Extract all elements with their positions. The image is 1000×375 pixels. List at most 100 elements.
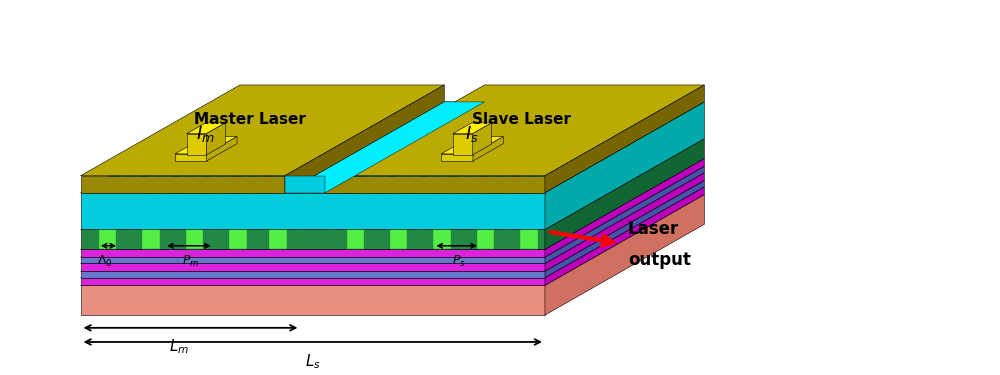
Polygon shape [284, 139, 451, 230]
Polygon shape [347, 230, 364, 249]
Polygon shape [81, 257, 545, 264]
Polygon shape [473, 123, 492, 155]
Polygon shape [472, 139, 640, 230]
Polygon shape [81, 278, 545, 285]
Polygon shape [240, 139, 408, 230]
Polygon shape [211, 139, 379, 230]
Polygon shape [359, 102, 528, 193]
Polygon shape [356, 139, 524, 230]
Polygon shape [468, 102, 636, 193]
Polygon shape [453, 134, 473, 155]
Polygon shape [81, 85, 444, 176]
Polygon shape [433, 216, 475, 229]
Polygon shape [142, 102, 311, 193]
Polygon shape [226, 139, 393, 230]
Text: $\Lambda_0$: $\Lambda_0$ [97, 254, 112, 269]
Polygon shape [390, 216, 432, 229]
Polygon shape [443, 139, 611, 230]
Polygon shape [220, 102, 389, 193]
Polygon shape [545, 102, 704, 230]
Polygon shape [390, 230, 407, 249]
Polygon shape [96, 102, 265, 193]
Polygon shape [371, 139, 538, 230]
Polygon shape [95, 139, 262, 230]
Polygon shape [189, 102, 358, 193]
Polygon shape [204, 102, 373, 193]
Polygon shape [530, 139, 698, 230]
Polygon shape [81, 159, 704, 249]
Polygon shape [400, 139, 567, 230]
Polygon shape [175, 136, 237, 154]
Polygon shape [266, 102, 435, 193]
Polygon shape [81, 230, 545, 249]
Polygon shape [452, 102, 621, 193]
Polygon shape [487, 139, 654, 230]
Polygon shape [175, 154, 207, 161]
Polygon shape [414, 139, 582, 230]
Polygon shape [81, 102, 249, 193]
Polygon shape [297, 102, 466, 193]
Polygon shape [344, 102, 512, 193]
Polygon shape [112, 102, 280, 193]
Polygon shape [81, 249, 545, 257]
Polygon shape [110, 139, 277, 230]
Text: Slave Laser: Slave Laser [472, 112, 571, 127]
Polygon shape [342, 139, 509, 230]
Polygon shape [182, 139, 350, 230]
Polygon shape [269, 216, 311, 229]
Polygon shape [186, 216, 228, 229]
Polygon shape [545, 172, 704, 271]
Polygon shape [235, 102, 404, 193]
Polygon shape [483, 102, 652, 193]
Polygon shape [437, 102, 605, 193]
Polygon shape [545, 187, 704, 285]
Polygon shape [255, 139, 422, 230]
Polygon shape [433, 230, 451, 249]
Polygon shape [516, 139, 683, 230]
Polygon shape [473, 136, 503, 161]
Polygon shape [477, 216, 519, 229]
Text: $L_s$: $L_s$ [305, 352, 321, 370]
Polygon shape [514, 102, 683, 193]
Polygon shape [81, 285, 545, 315]
Polygon shape [545, 180, 704, 278]
Polygon shape [313, 102, 481, 193]
Polygon shape [142, 216, 184, 229]
Polygon shape [81, 193, 545, 230]
Polygon shape [142, 230, 160, 249]
Polygon shape [327, 139, 495, 230]
Polygon shape [81, 271, 545, 278]
Polygon shape [81, 139, 704, 230]
Polygon shape [197, 139, 364, 230]
Polygon shape [285, 102, 485, 193]
Polygon shape [421, 102, 590, 193]
Polygon shape [139, 139, 306, 230]
Polygon shape [153, 139, 320, 230]
Polygon shape [441, 154, 473, 161]
Polygon shape [325, 85, 704, 176]
Polygon shape [545, 85, 704, 193]
Polygon shape [186, 230, 203, 249]
Polygon shape [375, 102, 543, 193]
Polygon shape [529, 102, 698, 193]
Polygon shape [385, 139, 553, 230]
Polygon shape [429, 139, 596, 230]
Polygon shape [285, 176, 325, 193]
Polygon shape [173, 102, 342, 193]
Polygon shape [545, 139, 704, 249]
Text: $P_s$: $P_s$ [452, 254, 466, 269]
Polygon shape [81, 187, 704, 278]
Polygon shape [81, 166, 704, 257]
Polygon shape [127, 102, 296, 193]
Polygon shape [81, 195, 704, 285]
Text: $L_m$: $L_m$ [169, 338, 190, 356]
Polygon shape [158, 102, 327, 193]
Polygon shape [81, 172, 704, 264]
Text: Laser: Laser [628, 219, 679, 237]
Polygon shape [406, 102, 574, 193]
Polygon shape [285, 85, 444, 193]
Text: Master Laser: Master Laser [194, 112, 305, 127]
Polygon shape [187, 134, 206, 155]
Polygon shape [207, 136, 237, 161]
Polygon shape [441, 136, 503, 154]
